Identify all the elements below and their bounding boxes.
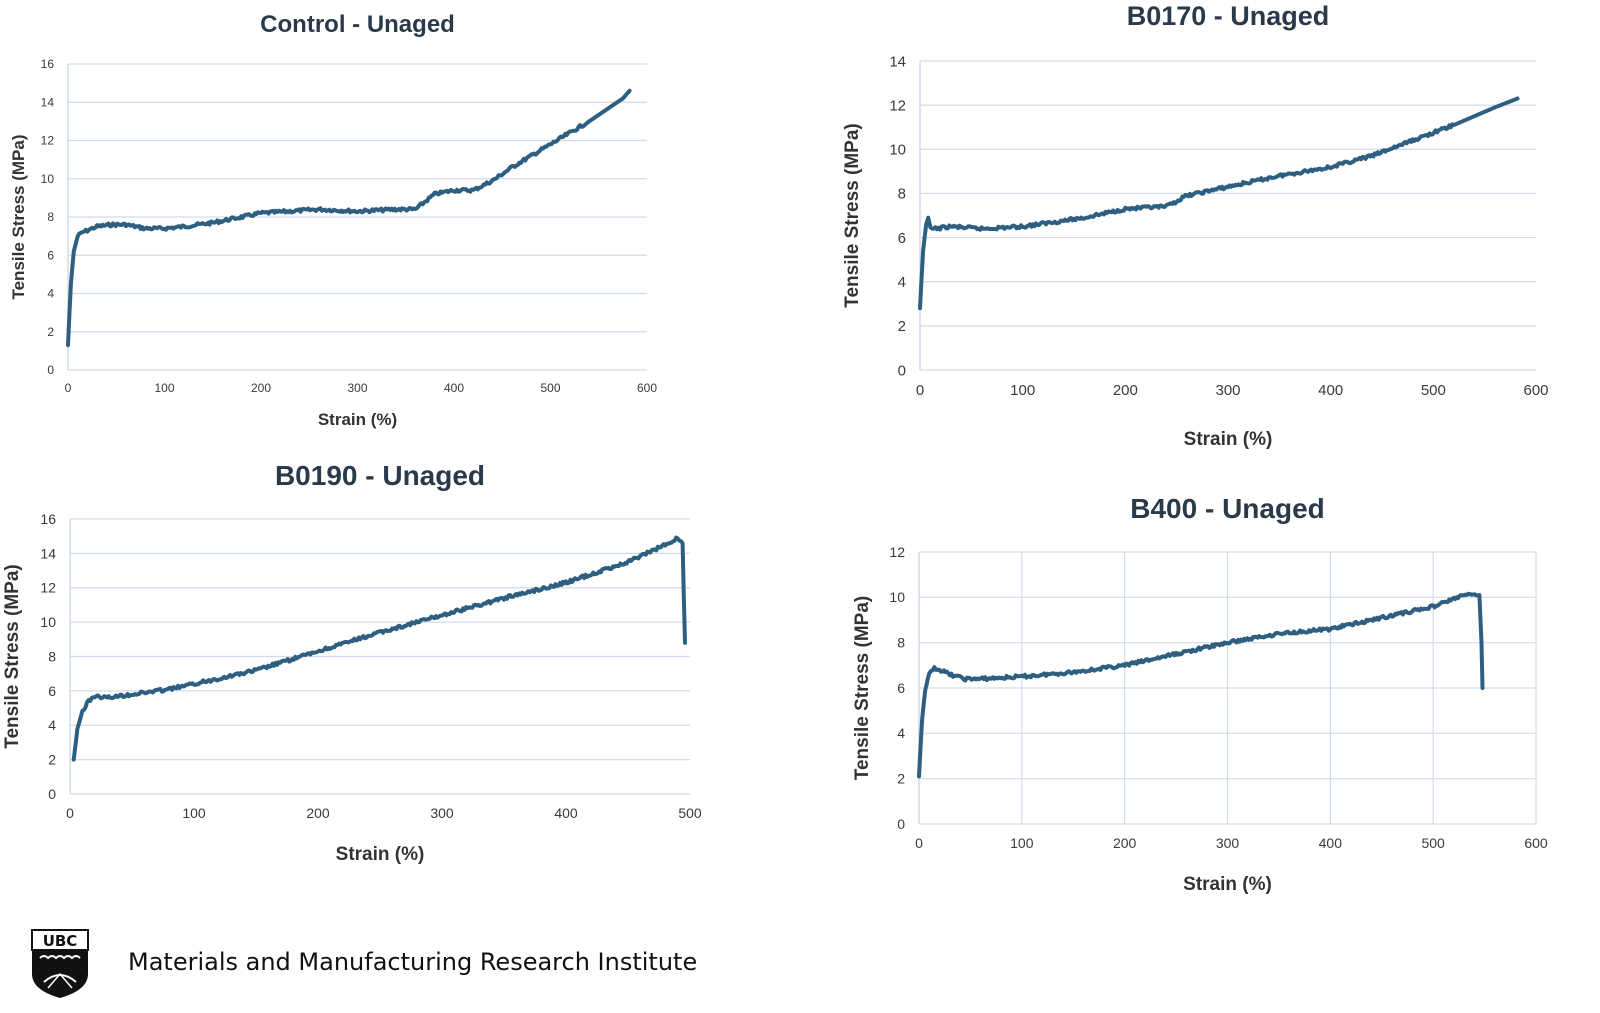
x-tick-label: 600 bbox=[1523, 382, 1548, 399]
x-tick-label: 200 bbox=[1113, 382, 1138, 399]
chart-svg: 0 2 4 6 8 10 12 14 16 0 100 200 300 400 500 600 Control … bbox=[9, 11, 657, 429]
y-axis-label: Tensile Stress (MPa) bbox=[852, 596, 873, 780]
x-tick-label: 100 bbox=[1010, 835, 1034, 851]
x-axis-label: Strain (%) bbox=[318, 410, 397, 429]
y-tick-label: 14 bbox=[41, 95, 55, 109]
x-tick-label: 200 bbox=[1113, 835, 1137, 851]
y-tick-label: 14 bbox=[889, 53, 906, 70]
x-tick-label: 0 bbox=[915, 835, 923, 851]
x-tick-label: 400 bbox=[554, 805, 578, 821]
x-tick-label: 500 bbox=[540, 381, 560, 395]
y-tick-label: 0 bbox=[897, 816, 905, 832]
y-tick-label: 2 bbox=[47, 325, 54, 339]
x-tick-label: 300 bbox=[1216, 835, 1240, 851]
chart-svg: 0 2 4 6 8 10 12 0 100 200 300 400 500 600 B400 - Unage… bbox=[852, 493, 1548, 895]
x-tick-label: 300 bbox=[430, 805, 454, 821]
x-tick-label: 200 bbox=[306, 805, 330, 821]
chart-svg: 0 2 4 6 8 10 12 14 16 0 100 200 300 400 500 B0190 - Una… bbox=[2, 460, 702, 865]
x-tick-label: 600 bbox=[1524, 835, 1548, 851]
x-tick-label: 0 bbox=[916, 382, 924, 399]
chart-title: B0190 - Unaged bbox=[275, 460, 485, 491]
y-tick-label: 6 bbox=[48, 683, 56, 699]
y-tick-label: 2 bbox=[898, 318, 906, 335]
chart-title: Control - Unaged bbox=[260, 11, 455, 38]
y-tick-label: 10 bbox=[41, 172, 55, 186]
chart-control-unaged: 0 2 4 6 8 10 12 14 16 0 100 200 300 400 500 600 Control … bbox=[0, 0, 680, 440]
y-tick-label: 2 bbox=[897, 771, 905, 787]
y-tick-label: 12 bbox=[40, 580, 56, 596]
y-tick-label: 6 bbox=[47, 248, 54, 262]
chart-svg: 0 2 4 6 8 10 12 14 0 100 200 300 400 500 600 B0170 - Un… bbox=[842, 1, 1549, 450]
x-axis-label: Strain (%) bbox=[336, 844, 425, 865]
x-tick-label: 200 bbox=[251, 381, 271, 395]
y-tick-label: 6 bbox=[897, 680, 905, 696]
y-tick-label: 12 bbox=[41, 134, 55, 148]
x-axis-label: Strain (%) bbox=[1184, 429, 1273, 450]
chart-title: B400 - Unaged bbox=[1130, 493, 1325, 524]
x-tick-label: 500 bbox=[678, 805, 702, 821]
y-tick-label: 6 bbox=[898, 230, 906, 247]
y-tick-label: 16 bbox=[40, 511, 56, 527]
y-tick-label: 0 bbox=[48, 786, 56, 802]
y-tick-label: 4 bbox=[897, 725, 905, 741]
y-tick-label: 8 bbox=[47, 210, 54, 224]
series-line bbox=[918, 96, 1520, 311]
x-tick-label: 300 bbox=[1215, 382, 1240, 399]
y-tick-label: 4 bbox=[898, 274, 906, 291]
institute-name: Materials and Manufacturing Research Ins… bbox=[128, 948, 698, 976]
footer: UBC Materials and Manufacturing Research… bbox=[30, 928, 730, 1000]
series-line bbox=[917, 591, 1485, 779]
chart-b0170-unaged: 0 2 4 6 8 10 12 14 0 100 200 300 400 500 600 B0170 - Un… bbox=[830, 0, 1600, 455]
x-tick-label: 300 bbox=[347, 381, 367, 395]
x-tick-label: 0 bbox=[66, 805, 74, 821]
y-tick-label: 2 bbox=[48, 752, 56, 768]
y-tick-label: 12 bbox=[889, 97, 906, 114]
chart-title: B0170 - Unaged bbox=[1127, 1, 1330, 31]
y-tick-label: 4 bbox=[48, 717, 56, 733]
x-tick-label: 400 bbox=[1318, 382, 1343, 399]
y-tick-label: 8 bbox=[898, 186, 906, 203]
x-tick-label: 400 bbox=[1319, 835, 1343, 851]
series-line bbox=[71, 535, 687, 762]
x-tick-label: 100 bbox=[1010, 382, 1035, 399]
x-tick-label: 500 bbox=[1421, 835, 1445, 851]
y-axis-label: Tensile Stress (MPa) bbox=[2, 564, 23, 748]
chart-b0190-unaged: 0 2 4 6 8 10 12 14 16 0 100 200 300 400 500 B0190 - Una… bbox=[0, 455, 720, 875]
chart-b400-unaged: 0 2 4 6 8 10 12 0 100 200 300 400 500 600 B400 - Unage… bbox=[840, 490, 1600, 900]
y-tick-label: 8 bbox=[48, 648, 56, 664]
ubc-logo: UBC bbox=[30, 928, 90, 1005]
y-tick-label: 12 bbox=[889, 544, 905, 560]
ubc-logo-text: UBC bbox=[43, 932, 78, 950]
y-axis-label: Tensile Stress (MPa) bbox=[9, 134, 28, 299]
y-tick-label: 0 bbox=[47, 363, 54, 377]
series-line bbox=[66, 88, 632, 348]
x-tick-label: 0 bbox=[65, 381, 72, 395]
y-tick-label: 8 bbox=[897, 635, 905, 651]
y-tick-label: 4 bbox=[47, 287, 54, 301]
y-axis-label: Tensile Stress (MPa) bbox=[842, 123, 863, 307]
x-tick-label: 500 bbox=[1421, 382, 1446, 399]
y-tick-label: 16 bbox=[41, 57, 55, 71]
x-tick-label: 100 bbox=[154, 381, 174, 395]
x-tick-label: 600 bbox=[637, 381, 657, 395]
y-tick-label: 14 bbox=[40, 545, 56, 561]
y-tick-label: 10 bbox=[889, 589, 905, 605]
y-tick-label: 0 bbox=[898, 362, 906, 379]
x-axis-label: Strain (%) bbox=[1183, 874, 1272, 895]
x-tick-label: 400 bbox=[444, 381, 464, 395]
y-tick-label: 10 bbox=[889, 142, 906, 159]
y-tick-label: 10 bbox=[40, 614, 56, 630]
x-tick-label: 100 bbox=[182, 805, 206, 821]
